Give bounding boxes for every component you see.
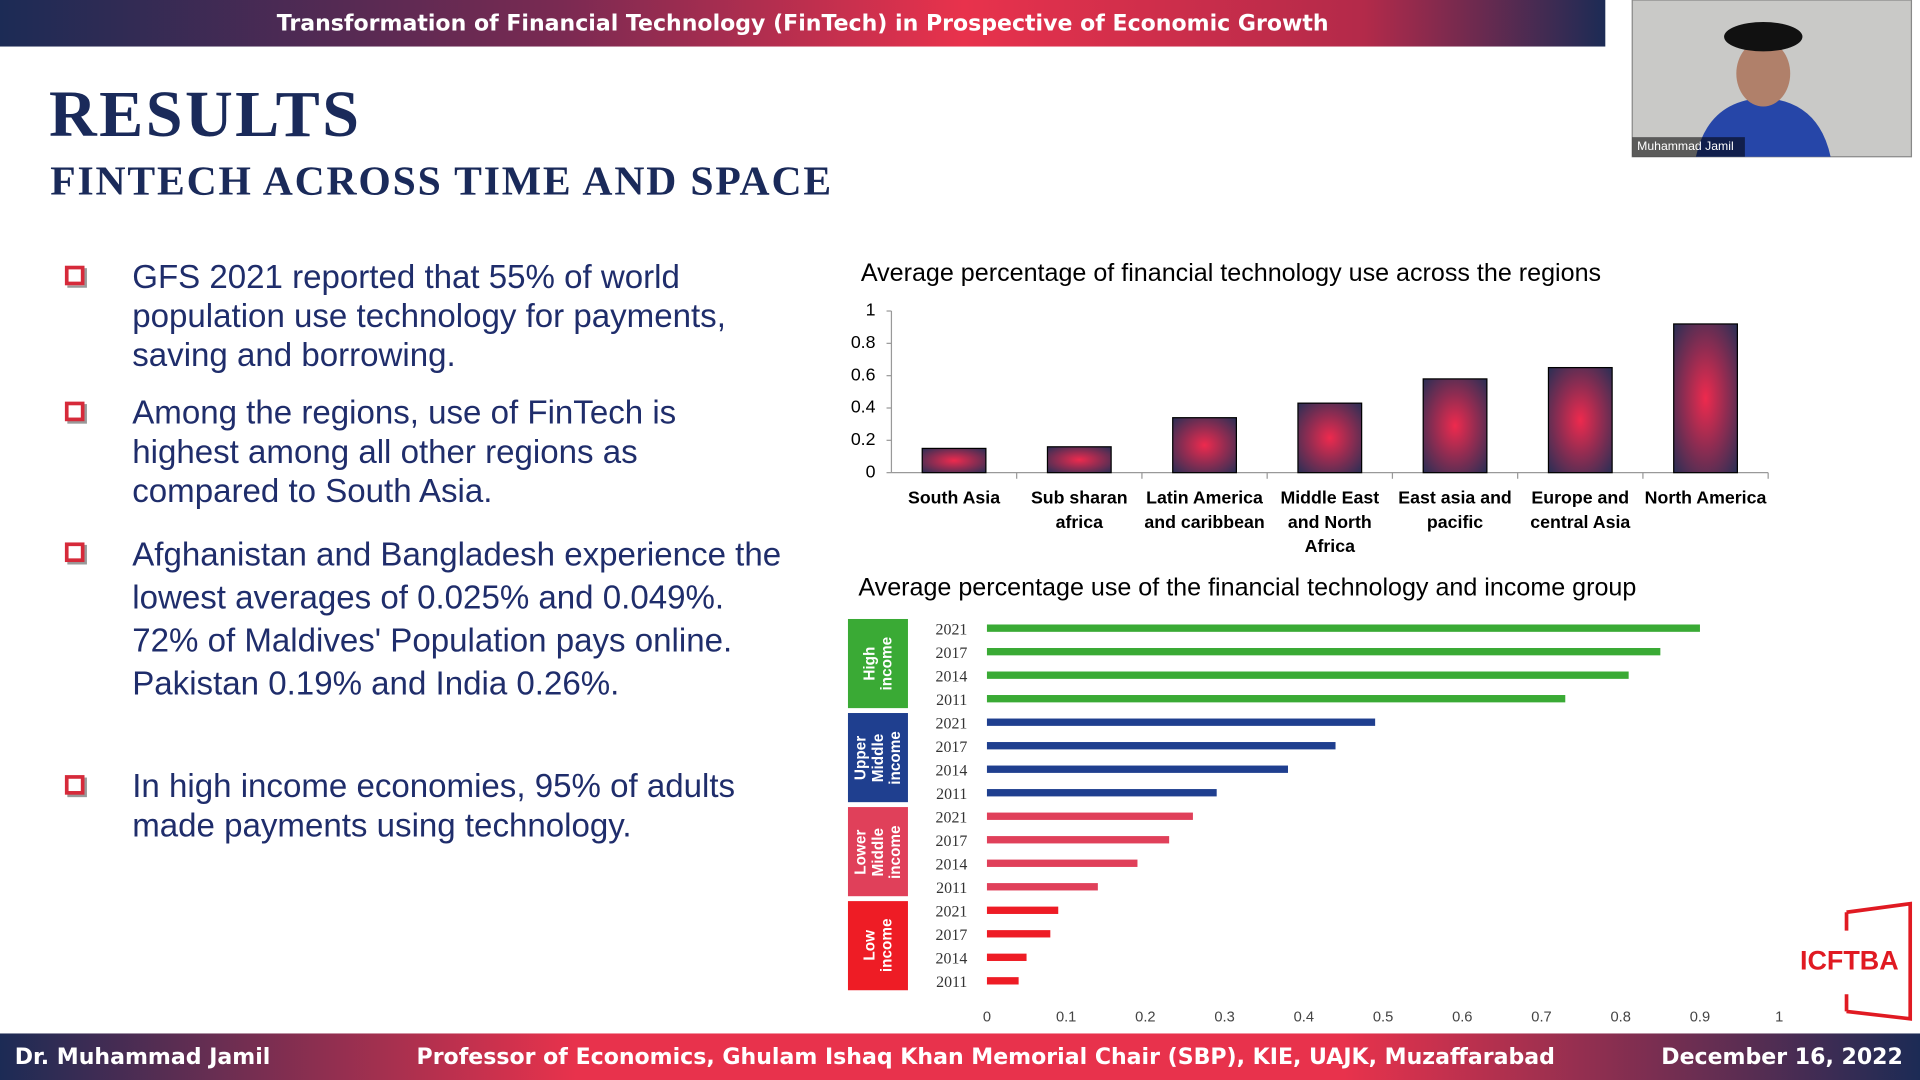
bullet-icon (64, 775, 85, 795)
bar (986, 930, 1051, 938)
y-tick-label: 0.2 (851, 429, 876, 449)
x-tick-label: 0.4 (1294, 1009, 1314, 1025)
x-tick-label: Sub sharan africa (1030, 488, 1128, 533)
y-tick-label: 0.8 (851, 332, 876, 352)
bar (1547, 366, 1613, 474)
x-tick-label: North America (1644, 488, 1767, 509)
footer-right: December 16, 2022 (1661, 1044, 1903, 1071)
bullet: In high income economies, 95% of adults … (132, 767, 736, 844)
group-label: Lower Middle income (852, 824, 904, 879)
bar (986, 789, 1217, 797)
bullet: GFS 2021 reported that 55% of world popu… (132, 258, 726, 374)
y-tick-label: 1 (866, 300, 876, 320)
group-label: Upper Middle income (852, 730, 904, 785)
y-tick-label: 2021 (936, 621, 968, 638)
bar (986, 812, 1193, 820)
chart-title: Average percentage use of the financial … (858, 574, 1636, 602)
y-tick-label: 0.6 (851, 364, 876, 384)
y-tick-label: 2017 (936, 739, 968, 756)
y-tick-label: 2014 (936, 856, 968, 873)
participant-name: Muhammad Jamil (1637, 139, 1734, 153)
y-tick-label: 2021 (936, 809, 968, 826)
bullet: Afghanistan and Bangladesh experience th… (132, 536, 782, 702)
bar (986, 624, 1700, 632)
bar (986, 883, 1098, 891)
y-tick-label: 2017 (936, 927, 968, 944)
footer-bar: Dr. Muhammad Jamil Professor of Economic… (0, 1033, 1920, 1080)
bar (986, 906, 1059, 914)
y-tick-label: 2017 (936, 833, 968, 850)
bullet: Among the regions, use of FinTech is hig… (132, 394, 677, 510)
footer-center: Professor of Economics, Ghulam Ishaq Kha… (416, 1044, 1555, 1071)
x-tick-label: 0.9 (1690, 1009, 1710, 1025)
x-tick-label: Latin America and caribbean (1144, 488, 1265, 533)
y-tick-label: 0 (866, 461, 876, 481)
bar (1673, 323, 1738, 474)
bar (986, 977, 1019, 985)
x-tick-label: East asia and pacific (1398, 488, 1512, 533)
bar (921, 447, 987, 474)
y-tick-label: 0.4 (851, 397, 876, 417)
bar (1422, 378, 1488, 474)
bar (986, 953, 1027, 961)
y-tick-label: 2017 (936, 645, 968, 662)
bar (986, 648, 1661, 656)
group-box (846, 711, 910, 804)
x-tick-label: 0.6 (1452, 1009, 1472, 1025)
y-tick-label: 2014 (936, 668, 968, 685)
bar (986, 765, 1288, 773)
x-tick-label: South Asia (907, 488, 1001, 509)
person-hat (1724, 22, 1803, 52)
y-tick-label: 2021 (936, 715, 968, 732)
group-box (846, 805, 910, 898)
logo-frame (1844, 901, 1913, 1021)
y-tick-label: 2011 (936, 692, 967, 709)
bar (1046, 446, 1112, 474)
bar (1297, 402, 1363, 474)
x-tick-label: 0.3 (1214, 1009, 1234, 1025)
slide-heading: RESULTS (48, 77, 362, 151)
header-bar: Transformation of Financial Technology (… (0, 0, 1606, 47)
chart-title: Average percentage of financial technolo… (861, 259, 1601, 287)
bullet-icon (64, 542, 85, 563)
bar (986, 836, 1170, 844)
bullet-icon (64, 401, 85, 422)
x-tick-label: 0.8 (1611, 1009, 1631, 1025)
bar (986, 742, 1336, 750)
x-tick-label: Middle East and North Africa (1280, 488, 1380, 558)
bar (986, 671, 1629, 679)
bar (986, 695, 1566, 703)
y-tick-label: 2011 (936, 974, 967, 991)
x-tick-label: 0.7 (1531, 1009, 1551, 1025)
footer-left: Dr. Muhammad Jamil (14, 1044, 271, 1071)
y-tick-label: 2014 (936, 762, 968, 779)
y-tick-label: 2011 (936, 786, 967, 803)
y-tick-label: 2021 (936, 903, 968, 920)
bar (986, 859, 1138, 867)
person-head (1736, 40, 1791, 107)
group-label: High income (860, 636, 896, 691)
header-title: Transformation of Financial Technology (… (276, 11, 1329, 37)
slide-subheading: FINTECH ACROSS TIME AND SPACE (50, 159, 833, 205)
group-box (846, 617, 910, 710)
y-tick-label: 2011 (936, 880, 967, 897)
x-tick-label: 0 (983, 1009, 991, 1025)
x-tick-label: 0.1 (1056, 1009, 1076, 1025)
x-tick-label: Europe and central Asia (1530, 488, 1631, 533)
x-tick-label: 1 (1775, 1009, 1783, 1025)
x-tick-label: 0.2 (1135, 1009, 1155, 1025)
bar (1172, 417, 1237, 474)
logo: ICFTBA (1800, 946, 1899, 976)
bullet-icon (64, 265, 85, 286)
bar (986, 718, 1376, 726)
x-tick-label: 0.5 (1373, 1009, 1393, 1025)
name-tag (1632, 137, 1745, 157)
group-label: Low income (860, 918, 896, 973)
y-tick-label: 2014 (936, 950, 968, 967)
group-box (846, 899, 910, 992)
